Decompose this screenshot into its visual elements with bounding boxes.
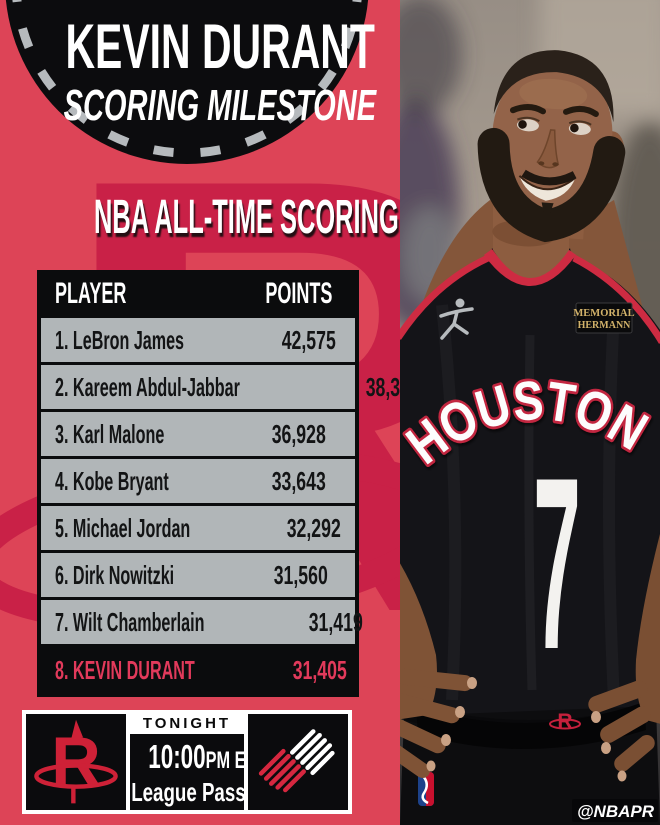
row-player: 4. Kobe Bryant [55, 465, 169, 496]
waistband [416, 702, 646, 750]
nose [536, 129, 560, 169]
badge-title: KEVIN DURANT [65, 12, 375, 82]
patch-line1: MEMORIAL [573, 308, 634, 319]
row-points: 32,292 [287, 512, 342, 543]
jersey [400, 248, 660, 730]
tonight-label: TONIGHT [130, 714, 244, 734]
game-time-suffix: PM ET [205, 747, 244, 774]
rockets-waistband-logo-icon: R [549, 710, 581, 733]
info-panel: R KEVIN DURANT SCORING MILESTONE NBA ALL… [0, 0, 400, 814]
table-row: 3. Karl Malone 36,928 [41, 412, 355, 456]
badge-disc [5, 0, 369, 164]
matchup-bar: R TONIGHT 10:00PM ET League Pass [22, 710, 352, 814]
jersey-armhole-trim-right [572, 254, 660, 344]
houston-rockets-logo-icon: R [34, 719, 118, 804]
memorial-hermann-patch: MEMORIAL HERMANN [573, 302, 635, 334]
beard [477, 127, 626, 243]
row-player: 3. Karl Malone [55, 418, 165, 449]
game-time: 10:00PM ET [148, 738, 244, 776]
hair [493, 50, 614, 123]
header-player: PLAYER [55, 277, 127, 310]
row-points: 31,419 [308, 606, 363, 637]
eyebrow-right [562, 105, 599, 118]
badge-circle [5, 0, 369, 164]
row-player: 1. LeBron James [55, 324, 185, 355]
row-player: 8. KEVIN DURANT [55, 654, 195, 685]
row-points: 33,643 [271, 465, 327, 496]
row-player: 6. Dirk Nowitzki [55, 559, 175, 590]
home-team-cell: R [26, 714, 126, 810]
table-row: 7. Wilt Chamberlain 31,419 [41, 600, 363, 644]
away-team-cell [248, 714, 348, 810]
game-time-value: 10:00 [148, 738, 206, 775]
game-info-cell: TONIGHT 10:00PM ET League Pass [130, 714, 244, 810]
credit-handle: @NBAPR [577, 802, 655, 821]
eyes [516, 116, 592, 135]
table-row: 1. LeBron James 42,575 [41, 318, 355, 362]
row-player: 2. Kareem Abdul-Jabbar [55, 371, 240, 402]
header-points: POINTS [265, 277, 333, 310]
table-header: PLAYER POINTS [41, 270, 355, 318]
jersey-number: 7 [533, 426, 581, 700]
kevin-durant-photo: MEMORIAL HERMANN HOUSTON 7 R [400, 0, 660, 825]
left-arm-hand [588, 534, 660, 782]
table-row: 6. Dirk Nowitzki 31,560 [41, 553, 355, 597]
credit-watermark: @NBAPR [572, 799, 658, 822]
smile [518, 169, 577, 215]
broadcast-row: League Pass [131, 777, 244, 808]
portland-trail-blazers-logo-icon [258, 729, 335, 793]
table-row: 4. Kobe Bryant 33,643 [41, 459, 355, 503]
right-arm-hand [400, 563, 477, 779]
table-row: 5. Michael Jordan 32,292 [41, 506, 355, 550]
row-points: 42,575 [282, 324, 337, 355]
table-row-kevin-durant: 8. KEVIN DURANT 31,405 [41, 647, 355, 693]
jumpman-logo-icon [439, 298, 474, 340]
jersey-collar-trim [483, 249, 577, 286]
row-player: 7. Wilt Chamberlain [55, 606, 205, 637]
photo-illustration: MEMORIAL HERMANN HOUSTON 7 R [400, 0, 660, 825]
row-points: 31,405 [293, 654, 348, 685]
patch-line2: HERMANN [578, 320, 632, 331]
section-title: NBA ALL-TIME SCORING LEADERS [94, 191, 400, 244]
face [477, 50, 626, 247]
row-points: 36,928 [271, 418, 327, 449]
row-points: 31,560 [274, 559, 329, 590]
row-player: 5. Michael Jordan [55, 512, 191, 543]
badge-subtitle: SCORING MILESTONE [63, 81, 377, 130]
svg-text:R: R [557, 710, 572, 733]
row-points: 38,387 [365, 371, 400, 402]
eyebrow-left [509, 104, 546, 115]
jersey-armhole-trim-left [400, 254, 490, 340]
nba-shorts-logo-icon [418, 772, 434, 806]
leaders-table: PLAYER POINTS 1. LeBron James 42,575 2. … [37, 270, 400, 697]
broadcast-label: League Pass [131, 777, 244, 807]
table-row: 2. Kareem Abdul-Jabbar 38,387 [41, 365, 400, 409]
